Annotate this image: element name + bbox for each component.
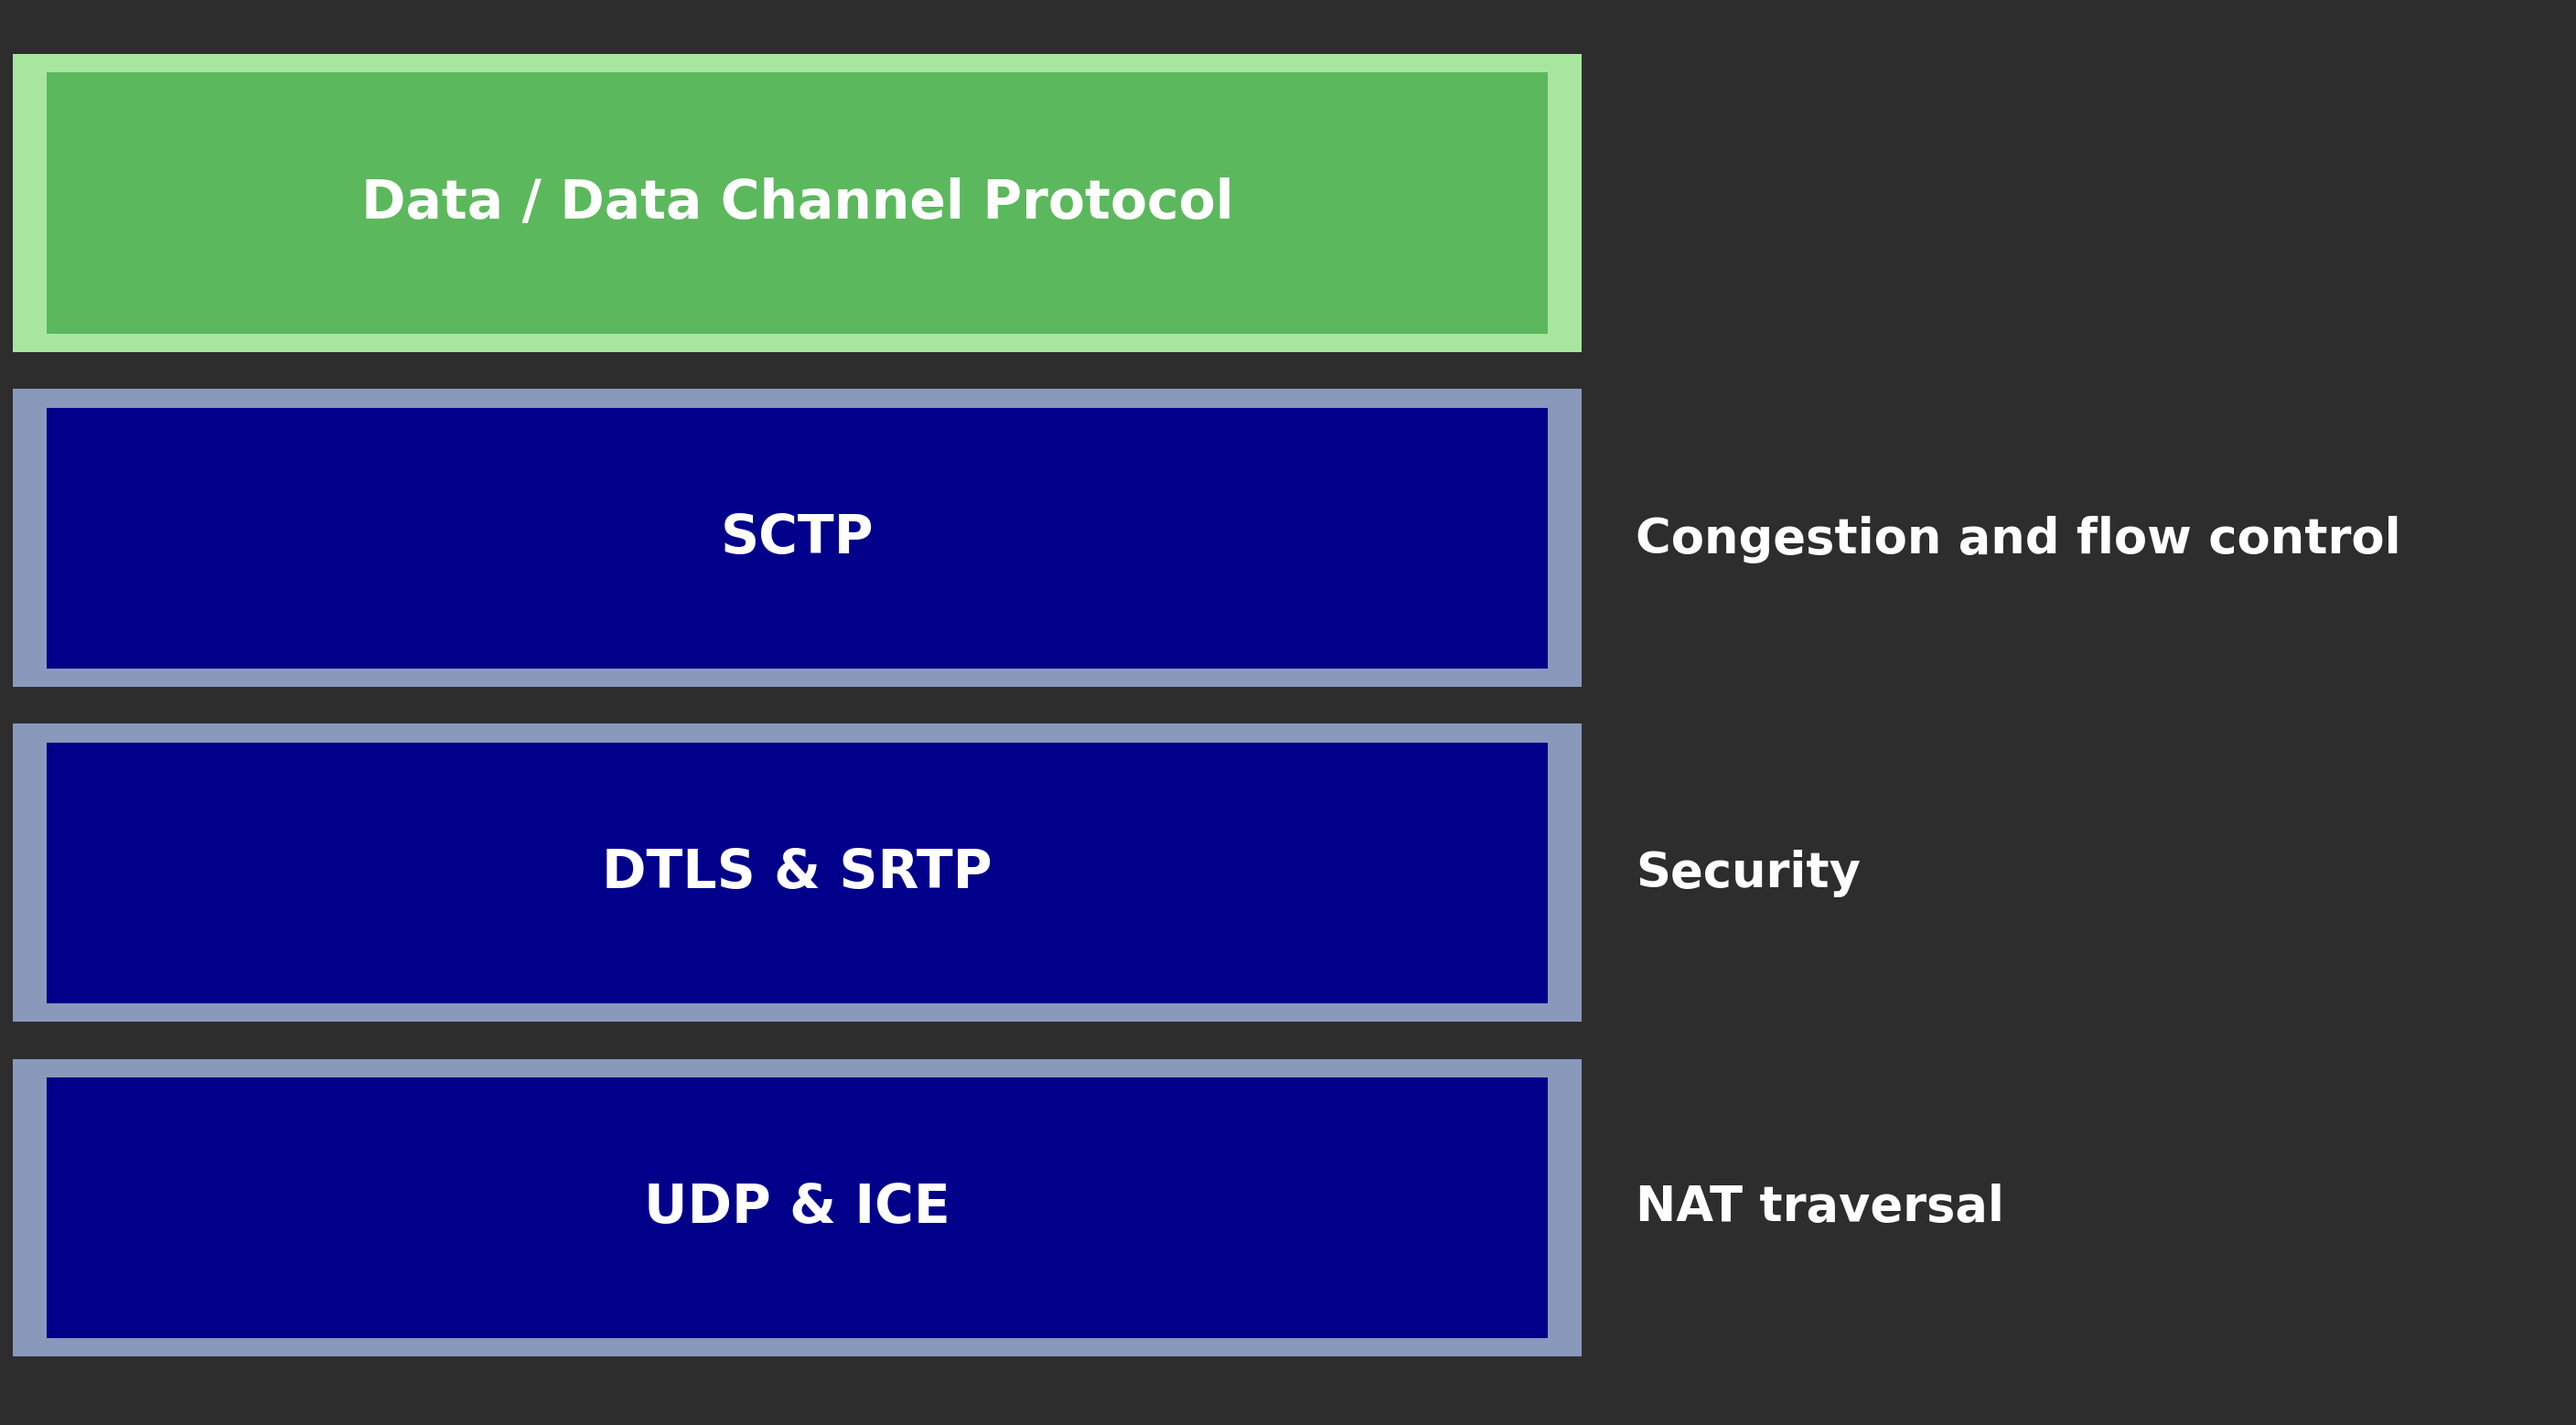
FancyBboxPatch shape xyxy=(13,54,1582,352)
FancyBboxPatch shape xyxy=(13,724,1582,1022)
Text: NAT traversal: NAT traversal xyxy=(1636,1183,2004,1231)
Text: UDP & ICE: UDP & ICE xyxy=(644,1181,951,1234)
Text: Congestion and flow control: Congestion and flow control xyxy=(1636,516,2401,564)
Text: Security: Security xyxy=(1636,849,1860,898)
FancyBboxPatch shape xyxy=(46,1077,1548,1338)
FancyBboxPatch shape xyxy=(46,742,1548,1003)
FancyBboxPatch shape xyxy=(46,73,1548,333)
FancyBboxPatch shape xyxy=(46,408,1548,668)
FancyBboxPatch shape xyxy=(13,389,1582,687)
Text: SCTP: SCTP xyxy=(721,512,873,564)
Text: DTLS & SRTP: DTLS & SRTP xyxy=(603,846,992,899)
FancyBboxPatch shape xyxy=(13,1059,1582,1357)
Text: Data / Data Channel Protocol: Data / Data Channel Protocol xyxy=(361,177,1234,229)
